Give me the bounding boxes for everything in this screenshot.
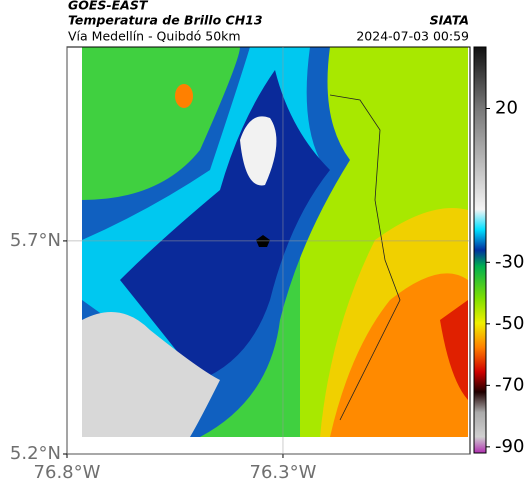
satellite-image	[82, 47, 468, 437]
datetime: 2024-07-03 00:59	[356, 29, 469, 44]
subtitle: Temperatura de Brillo CH13	[68, 13, 263, 28]
y-tick-label: 5.7°N	[10, 230, 61, 251]
location: Vía Medellín - Quibdó 50km	[68, 29, 241, 44]
ticks: 76.8°W 76.3°W 5.2°N 5.7°N 20 -30 -50 -70 -90	[10, 47, 524, 483]
source: SIATA	[430, 13, 469, 28]
y-tick-label: 5.2°N	[10, 443, 61, 464]
colorbar-tick-label: -30	[495, 251, 524, 272]
colorbar-tick-label: -50	[495, 313, 524, 334]
x-tick-label: 76.3°W	[250, 462, 317, 483]
title: GOES-EAST	[68, 0, 149, 13]
x-tick-label: 76.8°W	[34, 462, 101, 483]
colorbar-tick-label: -70	[495, 374, 524, 395]
colorbar-tick-label: -90	[495, 436, 524, 457]
colorbar	[473, 46, 487, 454]
colorbar-tick-label: 20	[495, 98, 518, 119]
